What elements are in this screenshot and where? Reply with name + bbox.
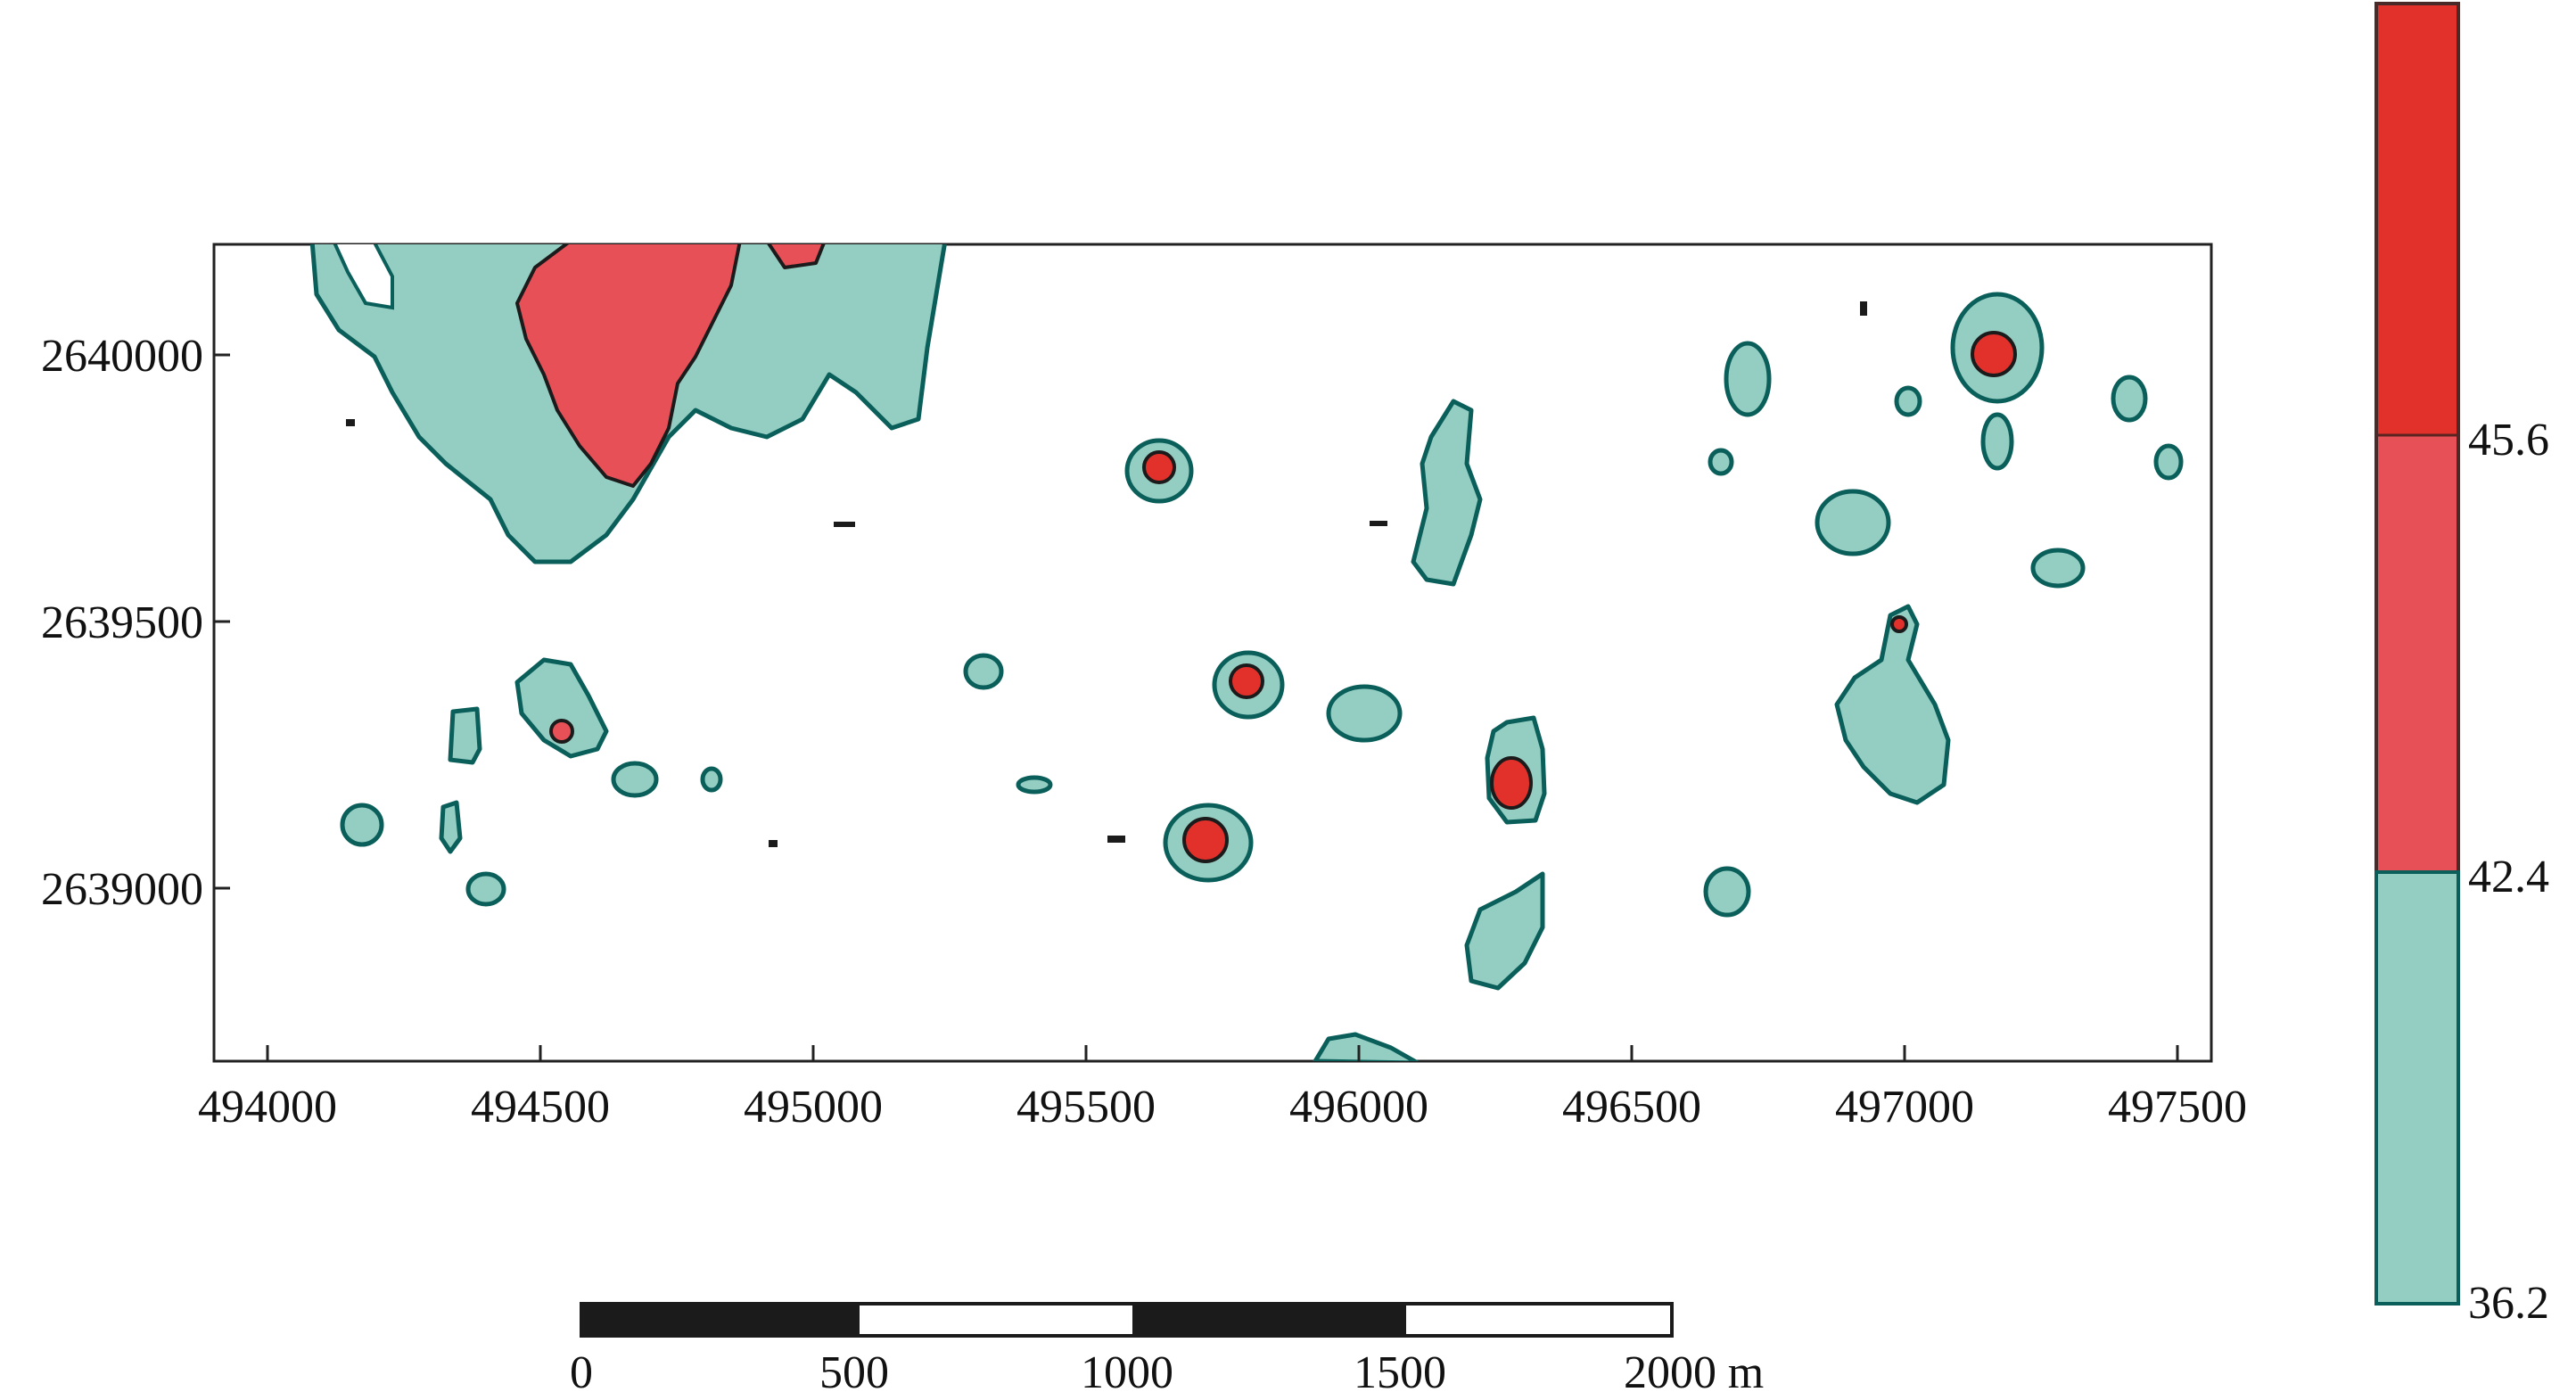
- contour-region-white-gap: [333, 244, 394, 310]
- x-tick-label: 495000: [744, 1082, 883, 1133]
- contour-regions: [309, 244, 2184, 1061]
- colorbar: 45.6 42.4 36.2: [2374, 2, 2549, 1329]
- x-tick-label: 497000: [1835, 1082, 1974, 1133]
- y-tick-label: 2639500: [41, 597, 203, 648]
- contour-region-mid: [767, 244, 826, 269]
- contour-region-low: [1313, 1032, 1420, 1061]
- scale-bar-label: 1500: [1354, 1347, 1446, 1392]
- scale-bar: 0 500 1000 1500 2000 m: [570, 1302, 1764, 1392]
- colorbar-band-low: [2376, 872, 2458, 1304]
- colorbar-frame-low: [2374, 870, 2460, 1306]
- contour-region-high: [1971, 331, 2017, 377]
- x-tick-label: 496500: [1562, 1082, 1701, 1133]
- y-tick-label: 2639000: [41, 864, 203, 915]
- scale-bar-segment-light: [860, 1304, 1132, 1336]
- scale-bar-frame: [580, 1302, 1674, 1338]
- map-area: 494000 494500 495000 495500 496000 49650…: [41, 243, 2247, 1133]
- colorbar-label: 45.6: [2468, 415, 2549, 465]
- scale-bar-label: 2000: [1624, 1347, 1716, 1392]
- contour-region-low: [2111, 375, 2148, 423]
- scale-bar-segment-dark: [581, 1304, 860, 1336]
- y-tick-label: 2640000: [41, 331, 203, 382]
- contour-region-low: [2030, 548, 2086, 589]
- contour-region-low: [1411, 399, 1483, 587]
- contour-speck: [769, 840, 778, 847]
- contour-speck: [834, 522, 855, 527]
- colorbar-label: 42.4: [2468, 852, 2549, 902]
- contour-speck: [1860, 301, 1867, 316]
- contour-region-low: [448, 706, 482, 765]
- y-axis-labels: 2640000 2639500 2639000: [41, 331, 203, 915]
- colorbar-band-mid: [2376, 435, 2458, 872]
- contour-speck: [1107, 836, 1125, 843]
- x-axis: [266, 1045, 2179, 1061]
- contour-region-high: [1142, 450, 1176, 484]
- contour-region-low: [514, 657, 609, 759]
- contour-region-low: [1708, 448, 1734, 476]
- contour-region-high: [1229, 663, 1264, 699]
- contour-region-low: [1326, 684, 1403, 743]
- x-tick-label: 494000: [198, 1082, 337, 1133]
- contour-region-low: [465, 871, 506, 907]
- contour-region-mid: [515, 244, 742, 488]
- contour-region-high: [1182, 817, 1229, 863]
- colorbar-band-high: [2376, 4, 2458, 435]
- scale-bar-label: 0: [570, 1347, 593, 1392]
- contour-region-low: [1724, 341, 1772, 417]
- contour-speck: [1370, 521, 1387, 526]
- contour-region-low: [963, 653, 1004, 690]
- contour-speck: [346, 419, 355, 426]
- contour-region-low: [1894, 385, 1922, 417]
- contour-region-high: [1890, 615, 1908, 633]
- x-tick-label: 496000: [1289, 1082, 1428, 1133]
- contour-region-high: [1490, 756, 1533, 810]
- x-tick-label: 495500: [1016, 1082, 1156, 1133]
- x-tick-label: 494500: [471, 1082, 610, 1133]
- scale-bar-label: 1000: [1081, 1347, 1173, 1392]
- colorbar-label: 36.2: [2468, 1278, 2549, 1329]
- scale-bar-label: 500: [819, 1347, 889, 1392]
- contour-region-low: [2153, 443, 2184, 481]
- contour-region-low: [1464, 871, 1545, 991]
- x-axis-labels: 494000 494500 495000 495500 496000 49650…: [198, 1082, 2247, 1133]
- contour-region-low: [611, 761, 659, 798]
- contour-region-low: [439, 800, 463, 854]
- contour-region-low: [1016, 775, 1053, 795]
- contour-region-low: [700, 766, 723, 793]
- scale-bar-segment-light: [1406, 1304, 1672, 1336]
- contour-region-low: [1834, 604, 1951, 805]
- contour-region-mid: [549, 719, 574, 744]
- contour-region-low: [340, 803, 384, 847]
- x-tick-label: 497500: [2108, 1082, 2247, 1133]
- scale-bar-segment-dark: [1132, 1304, 1406, 1336]
- contour-region-low: [1815, 489, 1891, 556]
- scale-bar-unit: m: [1728, 1347, 1764, 1392]
- y-axis: [214, 353, 230, 890]
- contour-region-low: [1703, 866, 1751, 918]
- contour-region-low: [1980, 412, 2014, 471]
